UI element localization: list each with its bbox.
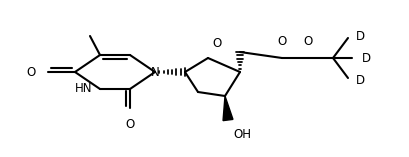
Text: D: D — [355, 30, 364, 43]
Text: O: O — [277, 35, 286, 48]
Text: O: O — [27, 65, 36, 78]
Text: HN: HN — [74, 82, 92, 95]
Text: O: O — [211, 37, 221, 50]
Text: D: D — [355, 73, 364, 87]
Text: D: D — [361, 51, 370, 65]
Text: O: O — [125, 118, 134, 131]
Polygon shape — [222, 96, 232, 121]
Text: O: O — [303, 35, 312, 48]
Text: N: N — [150, 65, 159, 78]
Text: OH: OH — [232, 128, 250, 141]
